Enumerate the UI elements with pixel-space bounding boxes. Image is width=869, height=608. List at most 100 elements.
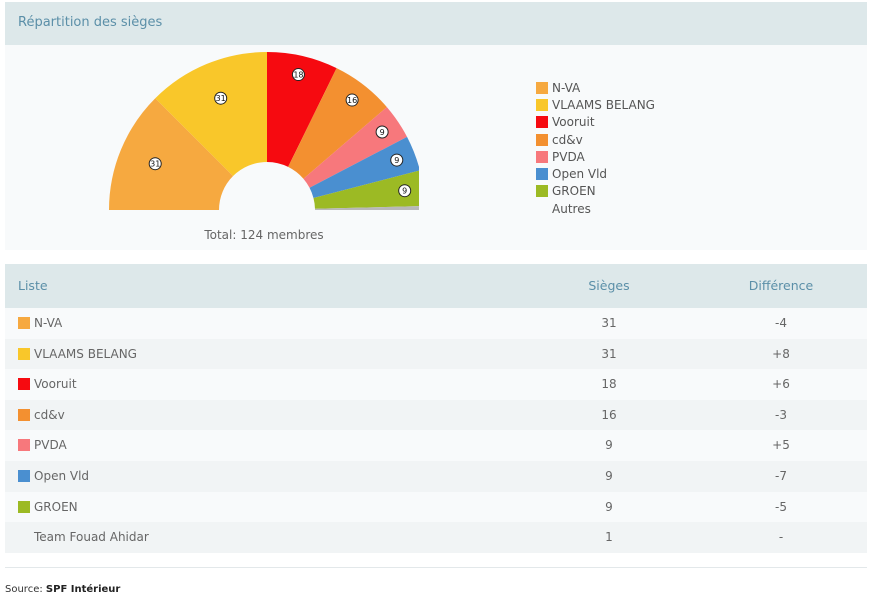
table-row: Open Vld 9 -7 [5, 460, 867, 492]
table-row: Team Fouad Ahidar 1 - [5, 522, 867, 553]
row-swatch [18, 317, 30, 329]
header-seats: Sièges [588, 278, 630, 293]
row-seats: 31 [601, 346, 617, 361]
table-row: GROEN 9 -5 [5, 491, 867, 523]
legend-item[interactable]: Vooruit [536, 114, 655, 131]
legend-swatch [536, 98, 548, 111]
legend-item[interactable]: GROEN [536, 183, 655, 200]
row-swatch [18, 439, 30, 452]
row-difference: -4 [775, 316, 787, 330]
legend-swatch [536, 116, 548, 129]
legend-label: Open Vld [552, 167, 608, 182]
row-difference: +6 [772, 377, 790, 392]
legend-label: GROEN [552, 184, 596, 199]
data-label-bg [375, 125, 389, 139]
row-swatch [18, 408, 30, 421]
legend-item[interactable]: Open Vld [536, 165, 655, 182]
data-label-bg [390, 153, 404, 167]
row-seats: 31 [601, 316, 617, 330]
legend-item[interactable]: Autres [536, 200, 655, 217]
data-label-bg [214, 91, 228, 105]
legend-item[interactable]: PVDA [536, 148, 655, 165]
data-label-bg [345, 93, 359, 107]
row-party-name: VLAAMS BELANG [34, 346, 137, 361]
row-party-name: PVDA [34, 438, 67, 453]
legend-swatch [536, 150, 548, 163]
source-name: SPF Intérieur [45, 584, 121, 595]
source-label: Source: [5, 584, 43, 595]
legend-swatch [536, 168, 548, 181]
row-seats: 1 [605, 530, 613, 545]
table-row: cd&v 16 -3 [5, 399, 867, 431]
results-table: Liste Sièges Différence N-VA 31 -4 VLAAMS B… [5, 264, 867, 553]
legend-label: PVDA [552, 149, 585, 164]
total-members: Total: 124 membres [204, 228, 324, 242]
chart-title: Répartition des sièges [18, 15, 163, 30]
parliament-chart: 31 31 18 16 9 9 9 [109, 52, 419, 210]
row-seats: 9 [605, 499, 613, 514]
slice-vlaams-belang[interactable] [155, 52, 267, 177]
header-diff: Différence [748, 278, 814, 293]
row-difference: +5 [772, 438, 790, 453]
row-party-name: Vooruit [34, 377, 77, 392]
row-swatch [18, 378, 30, 391]
chart-area: 31 31 18 16 9 9 9 Total: 124 membres N-VA VLAAM… [5, 45, 867, 250]
footer-divider [5, 567, 867, 568]
row-difference: - [778, 530, 784, 545]
row-difference: +8 [772, 346, 790, 361]
legend-swatch [536, 185, 548, 198]
table-body: N-VA 31 -4 VLAAMS BELANG 31 +8 Vooruit 18 +6 cd&v… [5, 308, 867, 553]
header-list: Liste [18, 278, 48, 293]
table-row: PVDA 9 +5 [5, 430, 867, 461]
row-swatch [18, 500, 30, 513]
legend-swatch [536, 133, 548, 146]
row-seats: 9 [605, 468, 613, 483]
legend-swatch [536, 203, 548, 215]
slice-open-vld[interactable] [309, 136, 419, 198]
table-row: VLAAMS BELANG 31 +8 [5, 338, 867, 370]
row-party: Team Fouad Ahidar [18, 530, 149, 544]
legend-label: cd&v [552, 132, 583, 147]
row-party-name: Team Fouad Ahidar [34, 530, 149, 545]
row-party: Vooruit [18, 377, 77, 391]
data-label-bg [398, 184, 412, 198]
slice-groen[interactable] [313, 170, 419, 209]
row-difference: -7 [775, 468, 787, 483]
slice-autres[interactable] [314, 206, 419, 210]
table-row: Vooruit 18 +6 [5, 369, 867, 400]
slice-cd-v[interactable] [288, 68, 387, 179]
legend-label: Autres [552, 201, 591, 216]
chart-header: Répartition des sièges [5, 2, 867, 45]
data-label-bg [291, 68, 305, 82]
table-header: Liste Sièges Différence [5, 264, 867, 308]
source-note: Source: SPF Intérieur [5, 584, 120, 595]
legend-label: N-VA [552, 80, 581, 95]
data-label: 31 [216, 94, 226, 103]
row-swatch [18, 469, 30, 482]
row-party: PVDA [18, 438, 67, 452]
legend-swatch [536, 81, 548, 94]
row-difference: -3 [775, 407, 787, 422]
data-label: 16 [347, 96, 357, 105]
row-party-name: N-VA [34, 316, 63, 330]
row-party: Open Vld [18, 469, 89, 483]
data-label: 31 [150, 160, 160, 169]
row-swatch [18, 347, 30, 360]
row-party: cd&v [18, 408, 65, 422]
row-party-name: Open Vld [34, 468, 90, 483]
legend-item[interactable]: VLAAMS BELANG [536, 96, 655, 113]
data-label: 18 [293, 71, 303, 80]
row-difference: -5 [775, 499, 787, 514]
row-seats: 18 [601, 377, 617, 392]
legend-label: Vooruit [552, 115, 595, 130]
chart-legend: N-VA VLAAMS BELANG Vooruit cd&v PVDA Open Vld… [536, 79, 655, 217]
legend-item[interactable]: N-VA [536, 79, 655, 96]
legend-label: VLAAMS BELANG [552, 97, 655, 112]
row-party: VLAAMS BELANG [18, 347, 137, 361]
data-label: 9 [380, 128, 385, 137]
slice-n-va[interactable] [109, 98, 234, 210]
slice-vooruit[interactable] [267, 52, 337, 167]
legend-item[interactable]: cd&v [536, 131, 655, 148]
data-label: 9 [402, 187, 407, 196]
row-party-name: cd&v [34, 407, 65, 422]
